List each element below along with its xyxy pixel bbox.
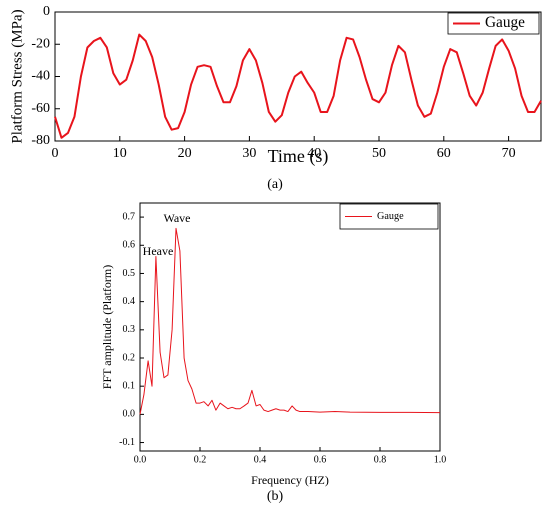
y-tick-label: 0 bbox=[43, 4, 50, 19]
y-tick-label: -0.1 bbox=[119, 437, 135, 448]
x-tick-label: 0.8 bbox=[374, 454, 387, 465]
x-tick-label: 0.6 bbox=[314, 454, 327, 465]
y-tick-label: 0.4 bbox=[123, 296, 136, 307]
x-tick-label: 0.2 bbox=[194, 454, 207, 465]
y-tick-label: -40 bbox=[31, 69, 50, 84]
x-tick-label: 0.0 bbox=[134, 454, 147, 465]
x-tick-label: 50 bbox=[372, 146, 386, 161]
y-tick-label: 0.2 bbox=[123, 352, 136, 363]
y-axis-label: Platform Stress (MPa) bbox=[9, 9, 25, 143]
legend-label: Gauge bbox=[377, 211, 404, 222]
x-tick-label: 1.0 bbox=[434, 454, 447, 465]
data-line bbox=[54, 33, 542, 139]
y-tick-label: -20 bbox=[31, 36, 50, 51]
x-tick-label: 60 bbox=[437, 146, 451, 161]
legend-label: Gauge bbox=[485, 14, 525, 31]
x-tick-label: 0.4 bbox=[254, 454, 267, 465]
caption: (a) bbox=[267, 177, 283, 192]
y-tick-label: 0.7 bbox=[123, 211, 136, 222]
x-tick-label: 70 bbox=[502, 146, 516, 161]
legend-box bbox=[447, 12, 540, 35]
x-tick-label: 10 bbox=[113, 146, 127, 161]
annotation: Heave bbox=[143, 244, 174, 258]
data-line bbox=[139, 227, 441, 415]
y-tick-label: 0.5 bbox=[123, 268, 136, 279]
y-tick-label: -80 bbox=[31, 133, 50, 148]
x-tick-label: 40 bbox=[307, 146, 321, 161]
y-tick-label: -60 bbox=[31, 101, 50, 116]
x-tick-label: 20 bbox=[178, 146, 192, 161]
x-tick-label: 30 bbox=[242, 146, 256, 161]
x-axis-label: Time (s) bbox=[268, 146, 329, 167]
caption: (b) bbox=[267, 489, 284, 504]
x-tick-label: 0 bbox=[52, 146, 59, 161]
y-tick-label: 0.6 bbox=[123, 240, 136, 251]
y-axis-label: FFT amplitude (Platform) bbox=[100, 265, 114, 389]
plot-frame bbox=[139, 202, 441, 452]
y-tick-label: 0.0 bbox=[123, 409, 136, 420]
annotation: Wave bbox=[163, 211, 190, 225]
x-axis-label: Frequency (HZ) bbox=[251, 473, 329, 487]
y-tick-label: 0.3 bbox=[123, 324, 136, 335]
y-tick-label: 0.1 bbox=[123, 380, 136, 391]
